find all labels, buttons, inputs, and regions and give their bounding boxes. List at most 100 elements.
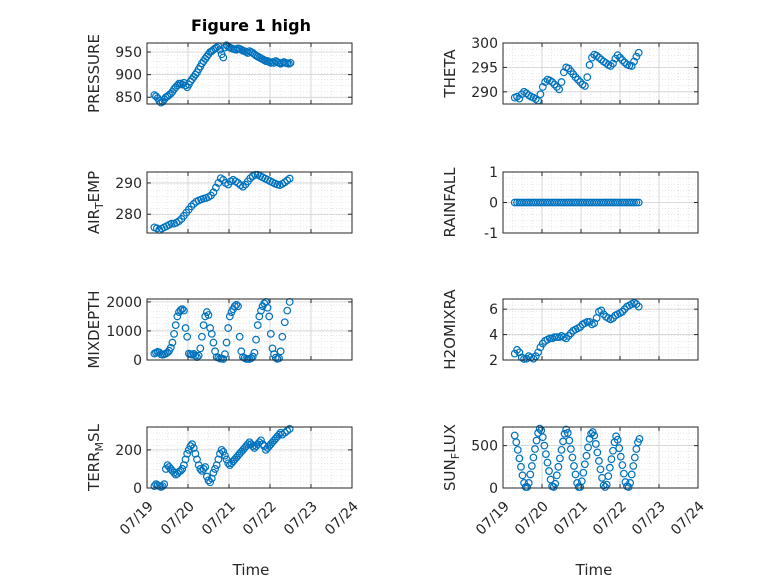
data-point <box>618 307 627 316</box>
data-point <box>225 312 234 321</box>
data-point <box>556 454 564 463</box>
data-point <box>595 456 603 465</box>
data-point <box>220 451 229 460</box>
data-point <box>158 482 167 490</box>
data-point <box>176 466 185 475</box>
data-point <box>624 483 633 491</box>
data-point <box>609 59 617 68</box>
data-point <box>548 78 557 86</box>
y-tick-label: 850 <box>115 90 142 106</box>
series-markers <box>150 170 294 234</box>
y-tick-label: 900 <box>115 68 142 84</box>
data-point <box>606 62 615 70</box>
data-point <box>173 312 182 321</box>
data-point <box>235 332 244 341</box>
data-point <box>550 80 559 89</box>
data-point <box>615 444 624 453</box>
y-tick-label: 300 <box>471 36 498 52</box>
data-point <box>629 462 638 470</box>
data-point <box>230 302 239 311</box>
axes-box <box>502 42 699 105</box>
axes-box <box>146 171 353 234</box>
data-point <box>529 453 538 462</box>
axes-box <box>502 426 699 489</box>
data-point <box>584 443 592 452</box>
data-point <box>568 453 577 462</box>
data-point <box>183 449 192 458</box>
data-point <box>552 471 561 480</box>
data-point <box>535 424 544 433</box>
data-point <box>529 354 538 363</box>
series-markers <box>150 425 294 491</box>
data-point <box>278 332 287 341</box>
data-point <box>263 303 272 312</box>
data-point <box>187 202 196 211</box>
data-point <box>167 219 176 228</box>
series-markers <box>510 298 643 363</box>
y-tick-label: 0 <box>489 481 498 497</box>
data-point <box>219 53 228 62</box>
axes-box <box>146 298 353 361</box>
data-point <box>581 82 589 90</box>
subplot-grid: 850 900 950 PRESSURE 290 295 300 THETA 280 290 AIR… <box>85 34 708 538</box>
subplot-pressure: 850 900 950 PRESSURE <box>85 34 353 113</box>
y-tick-label: 0 <box>133 481 142 497</box>
data-point <box>536 90 545 99</box>
y-axis-label: PRESSURE <box>85 34 103 113</box>
data-point <box>583 73 592 82</box>
data-point <box>286 58 295 67</box>
data-point <box>199 465 208 473</box>
data-point <box>613 51 622 60</box>
data-point <box>515 94 524 103</box>
data-point <box>632 198 641 207</box>
data-point <box>207 329 216 338</box>
axes-box <box>146 42 353 105</box>
data-point <box>515 454 524 463</box>
x-axis-label-right: Time <box>575 561 613 579</box>
data-point <box>550 333 559 342</box>
data-point <box>219 447 228 456</box>
subplot-h2omixra: 2 4 6 H2OMIXRA <box>441 289 699 370</box>
data-point <box>531 352 540 361</box>
data-point <box>543 458 552 467</box>
data-point <box>545 334 554 343</box>
y-tick-label: 280 <box>115 207 142 223</box>
data-point <box>564 331 573 340</box>
data-point <box>248 442 257 450</box>
data-point <box>635 434 644 443</box>
data-point <box>538 83 547 91</box>
data-point <box>593 448 602 457</box>
data-point <box>513 92 521 101</box>
data-point <box>257 436 265 445</box>
data-point <box>211 465 219 473</box>
data-point <box>613 435 622 444</box>
data-point <box>206 478 215 487</box>
data-point <box>632 52 641 61</box>
data-point <box>283 306 292 315</box>
data-point <box>630 453 639 462</box>
y-tick-label: 950 <box>115 45 142 61</box>
data-point <box>196 465 205 473</box>
data-point <box>518 471 527 480</box>
y-tick-label: 500 <box>471 439 498 455</box>
data-point <box>220 350 229 359</box>
figure-title: Figure 1 high <box>191 16 311 35</box>
data-point <box>545 467 553 475</box>
y-tick-label: -1 <box>484 226 498 242</box>
y-axis-label: TERRMSL <box>85 423 106 492</box>
data-point <box>181 81 190 90</box>
data-point <box>618 461 627 470</box>
data-point <box>616 53 624 62</box>
data-point <box>579 468 588 477</box>
data-point <box>512 438 521 447</box>
y-axis-label: AIRTEMP <box>85 171 106 234</box>
y-tick-label: 0 <box>489 196 498 212</box>
data-point <box>604 472 613 481</box>
data-point <box>536 343 545 352</box>
data-point <box>252 335 260 344</box>
data-point <box>554 462 563 471</box>
data-point <box>191 70 200 79</box>
data-point <box>531 445 539 453</box>
